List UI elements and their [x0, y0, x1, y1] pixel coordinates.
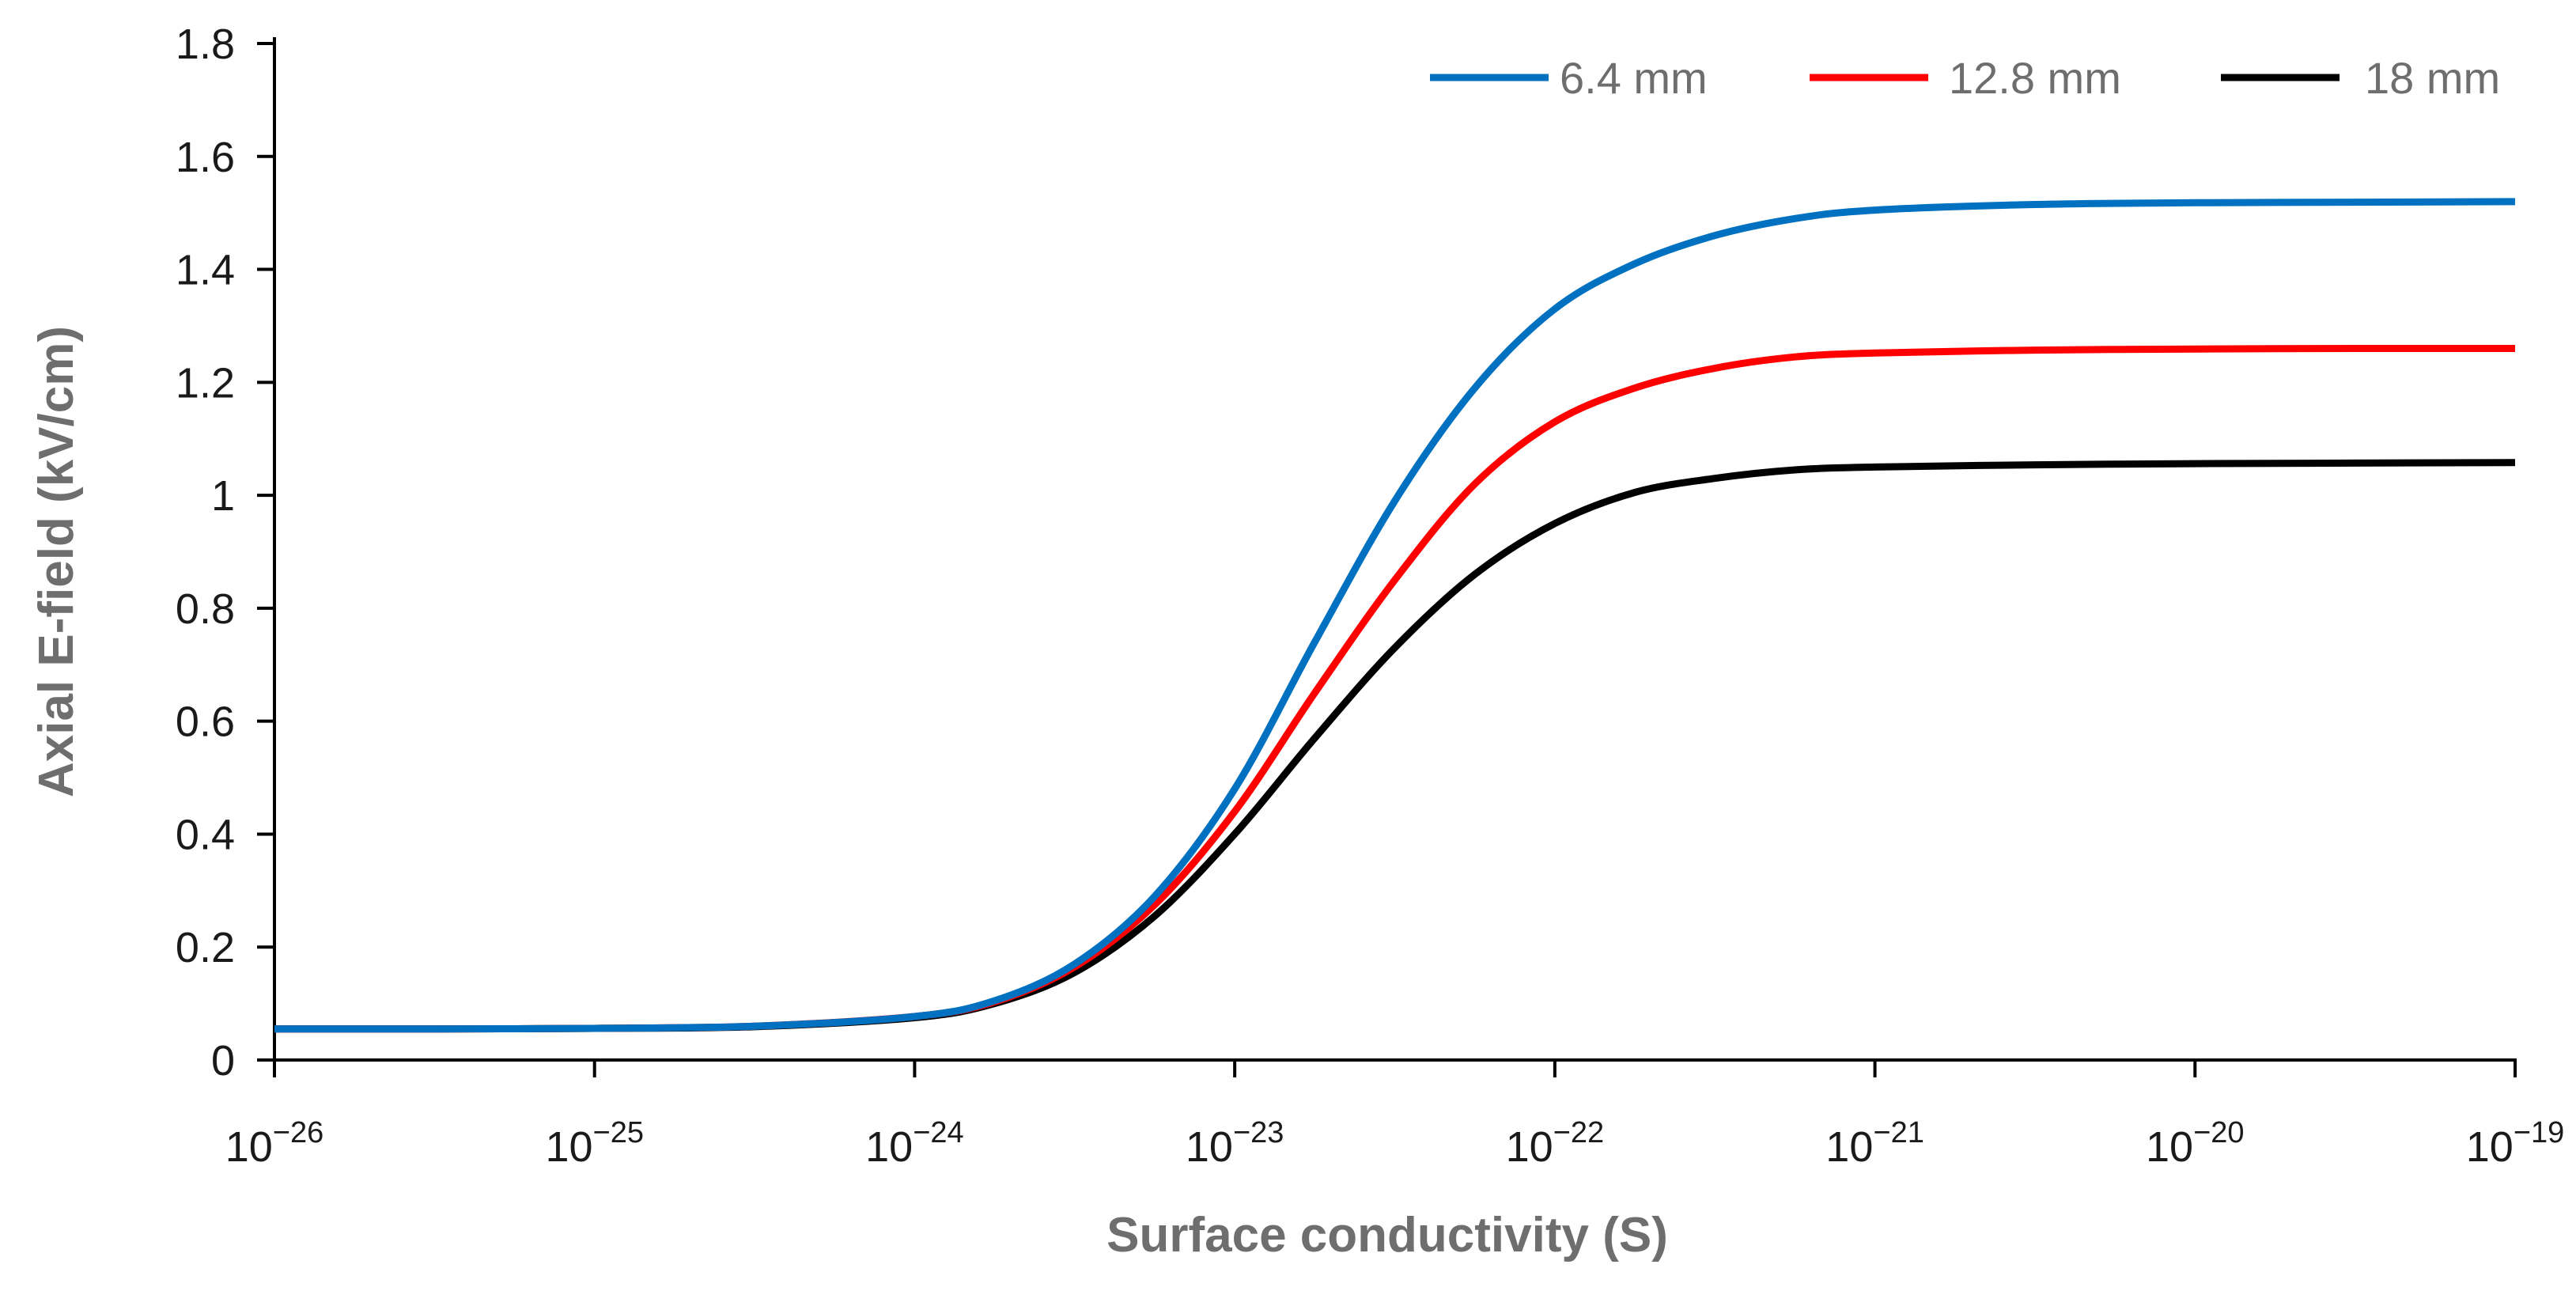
x-tick-exponent: −26 — [273, 1116, 323, 1149]
x-axis-title: Surface conductivity (S) — [1106, 1208, 1668, 1263]
series-line-12-8-mm — [274, 344, 2516, 1033]
y-tick-label: 0.8 — [176, 585, 235, 633]
y-tick-label: 1.4 — [176, 247, 235, 294]
x-tick-label: 10−21 — [1825, 1116, 1924, 1171]
y-tick-label: 1.8 — [176, 21, 235, 68]
x-tick-base: 10 — [1186, 1123, 1233, 1171]
x-tick-base: 10 — [2146, 1123, 2193, 1171]
x-tick-label: 10−22 — [1506, 1116, 1605, 1171]
legend-label-12-8-mm: 12.8 mm — [1949, 53, 2121, 103]
x-tick-exponent: −21 — [1873, 1116, 1923, 1149]
x-tick-label: 10−20 — [2146, 1116, 2245, 1171]
y-axis-title: Axial E-field (kV/cm) — [29, 326, 84, 797]
x-tick-exponent: −19 — [2514, 1116, 2564, 1149]
x-tick-exponent: −25 — [593, 1116, 644, 1149]
x-tick-label: 10−23 — [1186, 1116, 1284, 1171]
x-tick-label: 10−26 — [225, 1116, 324, 1171]
y-tick-label: 1 — [211, 472, 235, 520]
x-tick-base: 10 — [865, 1123, 913, 1171]
y-tick-label: 0 — [211, 1037, 235, 1085]
series-line-18-mm — [274, 459, 2516, 1033]
x-tick-base: 10 — [1825, 1123, 1873, 1171]
legend-label-18-mm: 18 mm — [2365, 53, 2500, 103]
x-tick-exponent: −23 — [1233, 1116, 1284, 1149]
y-tick-label: 1.2 — [176, 359, 235, 407]
legend-label-6-4-mm: 6.4 mm — [1560, 53, 1708, 103]
x-tick-base: 10 — [545, 1123, 592, 1171]
y-tick-label: 0.2 — [176, 924, 235, 971]
y-tick-label: 0.4 — [176, 811, 235, 858]
axis-labels: Axial E-field (kV/cm) Surface conductivi… — [29, 326, 1668, 1263]
x-tick-exponent: −22 — [1553, 1116, 1604, 1149]
x-tick-base: 10 — [2466, 1123, 2514, 1171]
legend: 6.4 mm 12.8 mm 18 mm — [1430, 53, 2500, 103]
x-tick-exponent: −20 — [2193, 1116, 2244, 1149]
x-tick-base: 10 — [1506, 1123, 1553, 1171]
x-tick-label: 10−24 — [865, 1116, 964, 1171]
x-tick-label: 10−25 — [545, 1116, 644, 1171]
series-lines — [274, 198, 2516, 1033]
x-tick-base: 10 — [225, 1123, 273, 1171]
series-line-6-4-mm — [274, 198, 2516, 1033]
axes: 00.20.40.60.811.21.41.61.810−26 10−25 10−2… — [176, 21, 2564, 1171]
y-tick-label: 1.6 — [176, 134, 235, 181]
x-tick-exponent: −24 — [913, 1116, 963, 1149]
y-tick-label: 0.6 — [176, 699, 235, 746]
x-tick-label: 10−19 — [2466, 1116, 2565, 1171]
